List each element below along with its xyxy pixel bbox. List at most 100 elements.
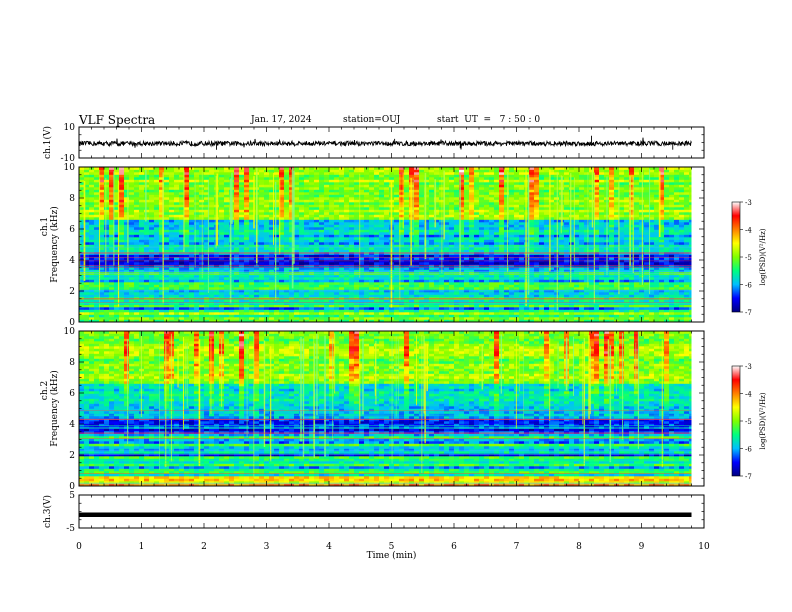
spec-cell <box>79 234 85 238</box>
spec-cell <box>469 229 475 233</box>
spec-cell <box>289 254 295 258</box>
spec-cell <box>504 237 510 240</box>
spec-cell <box>169 277 175 280</box>
spec-cell <box>429 254 435 258</box>
spec-cell <box>659 227 665 230</box>
spec-cell <box>619 224 625 228</box>
spec-cell <box>444 234 450 238</box>
spec-cell <box>649 314 655 318</box>
spec-cell <box>569 304 575 308</box>
spec-cell <box>169 269 175 273</box>
spec-cell <box>574 254 580 258</box>
spec-cell <box>519 229 525 233</box>
spec-cell <box>199 224 205 228</box>
spec-cell <box>114 277 120 280</box>
spec-cell <box>194 319 200 322</box>
spec-cell <box>659 292 665 295</box>
spec-cell <box>299 282 305 285</box>
spec-cell <box>284 247 290 250</box>
spec-cell <box>189 249 195 253</box>
spec-cell <box>464 247 470 250</box>
spec-cell <box>409 287 415 290</box>
spec-cell <box>504 284 510 288</box>
spec-cell <box>519 269 525 273</box>
spec-cell <box>174 277 180 280</box>
spec-cell <box>249 244 255 248</box>
spec-cell <box>179 229 185 233</box>
spec-cell <box>474 309 480 313</box>
spec-cell <box>289 257 295 260</box>
spec-cell <box>444 319 450 322</box>
spec-cell <box>144 277 150 280</box>
spec-cell <box>619 284 625 288</box>
spec-cell <box>579 227 585 230</box>
spec-cell <box>569 277 575 280</box>
spec-cell <box>519 262 525 265</box>
spec-cell <box>144 224 150 228</box>
spec-cell <box>224 309 230 313</box>
spec-cell <box>254 284 260 288</box>
spec-cell <box>239 254 245 258</box>
spec-cell <box>194 224 200 228</box>
spec-cell <box>224 282 230 285</box>
spec-cell <box>99 292 105 295</box>
spec-cell <box>384 292 390 295</box>
spec-cell <box>234 234 240 238</box>
spec-cell <box>219 312 225 315</box>
spec-cell <box>184 287 190 290</box>
spec-cell <box>649 229 655 233</box>
spec-cell <box>124 274 130 278</box>
spec-cell <box>329 242 335 245</box>
spec-cell <box>654 279 660 283</box>
spec-cell <box>259 312 265 315</box>
spec-cell <box>194 317 200 320</box>
spec-cell <box>474 287 480 290</box>
spec-cell <box>589 269 595 273</box>
spec-cell <box>459 314 465 318</box>
spec-cell <box>294 264 300 268</box>
spec-cell <box>219 247 225 250</box>
spec-cell <box>629 234 635 238</box>
spec-cell <box>254 312 260 315</box>
spec-cell <box>614 247 620 250</box>
spec-cell <box>279 312 285 315</box>
spec-cell <box>559 264 565 268</box>
spec-cell <box>89 287 95 290</box>
spec-cell <box>294 239 300 243</box>
spec-cell <box>234 249 240 253</box>
spec-cell <box>139 262 145 265</box>
spec-cell <box>139 277 145 280</box>
spec-cell <box>679 274 685 278</box>
spec-cell <box>414 247 420 250</box>
spec-cell <box>449 234 455 238</box>
spec-cell <box>479 317 485 320</box>
spec-cell <box>474 312 480 315</box>
spec-cell <box>654 229 660 233</box>
spec-cell <box>564 284 570 288</box>
spec-cell <box>224 277 230 280</box>
spec-cell <box>119 242 125 245</box>
spec-cell <box>369 279 375 283</box>
spec-cell <box>649 239 655 243</box>
spec-cell <box>499 304 505 308</box>
spec-cell <box>624 319 630 322</box>
spec-cell <box>599 254 605 258</box>
spec-cell <box>624 312 630 315</box>
spec-cell <box>209 304 215 308</box>
spec-cell <box>374 279 380 283</box>
spec-cell <box>579 262 585 265</box>
spec-cell <box>659 242 665 245</box>
spec-cell <box>564 294 570 298</box>
spec-cell <box>514 309 520 313</box>
spec-cell <box>394 309 400 313</box>
spec-cell <box>489 247 495 250</box>
spec-cell <box>574 244 580 248</box>
spec-cell <box>449 294 455 298</box>
spec-cell <box>584 249 590 253</box>
spec-cell <box>129 242 135 245</box>
spec-cell <box>269 257 275 260</box>
spec-cell <box>419 304 425 308</box>
spec-cell <box>534 242 540 245</box>
spec-cell <box>654 284 660 288</box>
spec-cell <box>274 239 280 243</box>
